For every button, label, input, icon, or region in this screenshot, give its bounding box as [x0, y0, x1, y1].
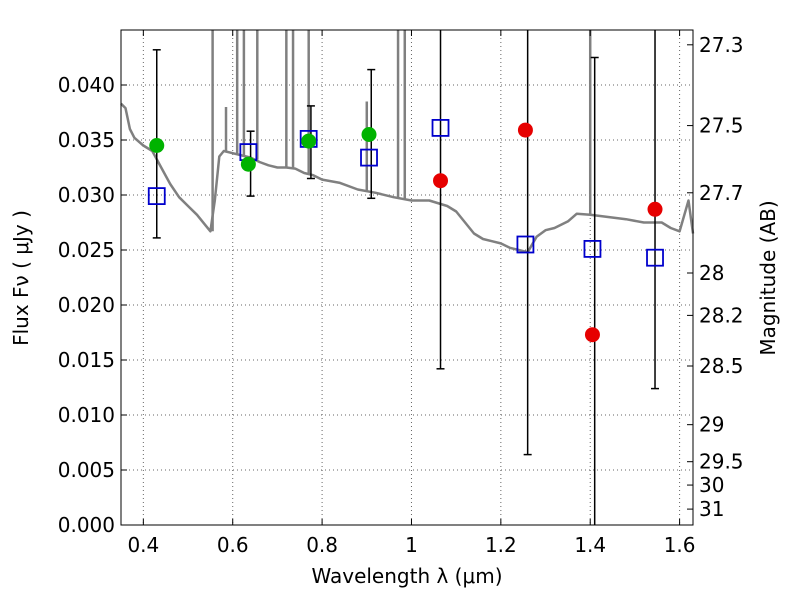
- x-tick-label: 0.4: [127, 533, 159, 557]
- data-points: [147, 119, 664, 343]
- x-tick-label: 1.2: [485, 533, 517, 557]
- right-tick-label: 27.7: [699, 181, 744, 205]
- right-tick-label: 28.2: [699, 303, 744, 327]
- right-tick-label: 29.5: [699, 450, 744, 474]
- model-sed-line: [120, 102, 695, 254]
- right-tick-label: 28: [699, 261, 724, 285]
- y-tick-label: 0.000: [58, 513, 115, 537]
- axis-ticks: 0.4 0.6 0.8 1 1.2 1.4 1.6 0.000 0.005 0.010 0.015 0…: [58, 30, 744, 557]
- right-tick-label: 30: [699, 473, 724, 497]
- y-tick-label: 0.015: [58, 348, 115, 372]
- green-point: [301, 133, 317, 149]
- square-point: [431, 119, 450, 137]
- square-point: [360, 148, 378, 167]
- square-point: [147, 187, 166, 206]
- right-tick-label: 27.5: [699, 114, 744, 138]
- right-tick-label: 31: [699, 497, 724, 521]
- right-tick-label: 28.5: [699, 354, 744, 378]
- red-point: [433, 173, 449, 189]
- x-tick-label: 1.4: [574, 533, 606, 557]
- square-point: [516, 235, 535, 254]
- green-point: [361, 127, 377, 142]
- y-tick-label: 0.025: [58, 238, 115, 262]
- y-tick-label: 0.030: [58, 183, 115, 207]
- x-tick-label: 1.6: [664, 533, 696, 557]
- red-point: [517, 122, 533, 138]
- y-tick-label: 0.020: [58, 293, 115, 317]
- red-point: [647, 201, 663, 217]
- x-axis-label: Wavelength λ (μm): [311, 564, 502, 588]
- plot-background: [121, 30, 693, 525]
- y-tick-label: 0.035: [58, 128, 115, 152]
- right-tick-label: 29: [699, 413, 724, 437]
- y-tick-label: 0.010: [58, 403, 115, 427]
- green-point: [149, 138, 165, 153]
- right-tick-label: 27.3: [699, 33, 744, 57]
- plot-frame: [120, 29, 694, 526]
- x-tick-label: 1: [405, 533, 418, 557]
- x-tick-label: 0.6: [217, 533, 249, 557]
- model-sed: [120, 30, 695, 254]
- y-tick-label: 0.040: [58, 73, 115, 97]
- x-tick-label: 0.8: [306, 533, 338, 557]
- right-axis-label: Magnitude (AB): [756, 200, 780, 355]
- square-point: [646, 248, 664, 267]
- green-point: [240, 156, 256, 172]
- red-point: [584, 327, 600, 343]
- square-point: [583, 239, 602, 258]
- y-axis-label: Flux Fν ( μJy ): [9, 210, 33, 346]
- y-tick-label: 0.005: [58, 458, 115, 482]
